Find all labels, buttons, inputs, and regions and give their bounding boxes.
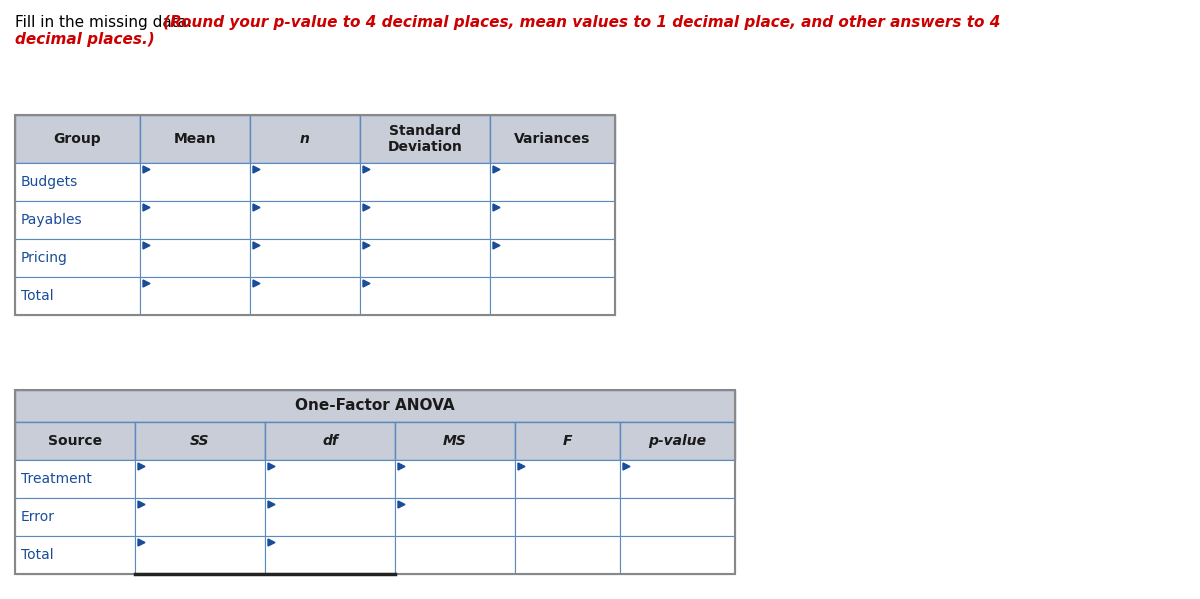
Bar [14, 201, 140, 239]
Bar [250, 277, 360, 315]
Bar [265, 460, 395, 498]
Text: Treatment: Treatment [22, 472, 92, 486]
Polygon shape [143, 166, 150, 173]
Polygon shape [518, 463, 526, 470]
Text: F: F [563, 434, 572, 448]
Bar [490, 277, 616, 315]
Bar [134, 460, 265, 498]
Bar [620, 498, 734, 536]
Polygon shape [398, 501, 406, 508]
Polygon shape [493, 242, 500, 249]
Bar [515, 536, 620, 574]
Bar [395, 536, 515, 574]
Polygon shape [268, 501, 275, 508]
Bar [265, 422, 395, 460]
Bar [360, 115, 490, 163]
Text: p-value: p-value [648, 434, 707, 448]
Bar [395, 460, 515, 498]
Bar [14, 498, 134, 536]
Bar [490, 115, 616, 163]
Bar [14, 390, 734, 574]
Polygon shape [253, 280, 260, 287]
Polygon shape [253, 166, 260, 173]
Text: Variances: Variances [515, 132, 590, 146]
Polygon shape [493, 204, 500, 211]
Bar [360, 239, 490, 277]
Text: Fill in the missing data.: Fill in the missing data. [14, 15, 197, 30]
Polygon shape [143, 280, 150, 287]
Bar [360, 201, 490, 239]
Bar [265, 498, 395, 536]
Bar [360, 277, 490, 315]
Bar [250, 239, 360, 277]
Bar [515, 422, 620, 460]
Polygon shape [143, 242, 150, 249]
Polygon shape [493, 166, 500, 173]
Bar [14, 277, 140, 315]
Polygon shape [253, 242, 260, 249]
Text: MS: MS [443, 434, 467, 448]
Bar [134, 536, 265, 574]
Bar [620, 460, 734, 498]
Polygon shape [364, 280, 370, 287]
Text: Payables: Payables [22, 213, 83, 227]
Bar [490, 201, 616, 239]
Polygon shape [364, 166, 370, 173]
Bar [490, 163, 616, 201]
Bar [265, 536, 395, 574]
Bar [14, 460, 134, 498]
Text: decimal places.): decimal places.) [14, 32, 155, 47]
Bar [250, 163, 360, 201]
Polygon shape [138, 501, 145, 508]
Bar [14, 115, 140, 163]
Bar [14, 422, 134, 460]
Polygon shape [268, 539, 275, 546]
Bar [395, 422, 515, 460]
Bar [140, 201, 250, 239]
Bar [620, 536, 734, 574]
Bar [14, 536, 134, 574]
Text: Total: Total [22, 548, 54, 562]
Text: Source: Source [48, 434, 102, 448]
Polygon shape [138, 463, 145, 470]
Polygon shape [253, 204, 260, 211]
Bar [250, 201, 360, 239]
Text: One-Factor ANOVA: One-Factor ANOVA [295, 398, 455, 413]
Bar [14, 390, 734, 422]
Bar [140, 115, 250, 163]
Text: Total: Total [22, 289, 54, 303]
Bar [134, 422, 265, 460]
Text: df: df [322, 434, 338, 448]
Bar [140, 277, 250, 315]
Bar [14, 239, 140, 277]
Polygon shape [143, 204, 150, 211]
Text: SS: SS [191, 434, 210, 448]
Polygon shape [364, 242, 370, 249]
Text: Pricing: Pricing [22, 251, 68, 265]
Bar [14, 115, 616, 315]
Text: n: n [300, 132, 310, 146]
Text: Mean: Mean [174, 132, 216, 146]
Polygon shape [268, 463, 275, 470]
Text: Standard
Deviation: Standard Deviation [388, 124, 462, 154]
Bar [515, 460, 620, 498]
Bar [360, 163, 490, 201]
Polygon shape [364, 204, 370, 211]
Bar [515, 498, 620, 536]
Polygon shape [398, 463, 406, 470]
Bar [14, 163, 140, 201]
Bar [250, 115, 360, 163]
Polygon shape [623, 463, 630, 470]
Bar [395, 498, 515, 536]
Bar [140, 163, 250, 201]
Text: (Round your p-value to 4 decimal places, mean values to 1 decimal place, and oth: (Round your p-value to 4 decimal places,… [163, 15, 1001, 30]
Text: Error: Error [22, 510, 55, 524]
Bar [140, 239, 250, 277]
Bar [490, 239, 616, 277]
Polygon shape [138, 539, 145, 546]
Text: Budgets: Budgets [22, 175, 78, 189]
Bar [134, 498, 265, 536]
Bar [620, 422, 734, 460]
Text: Group: Group [54, 132, 101, 146]
